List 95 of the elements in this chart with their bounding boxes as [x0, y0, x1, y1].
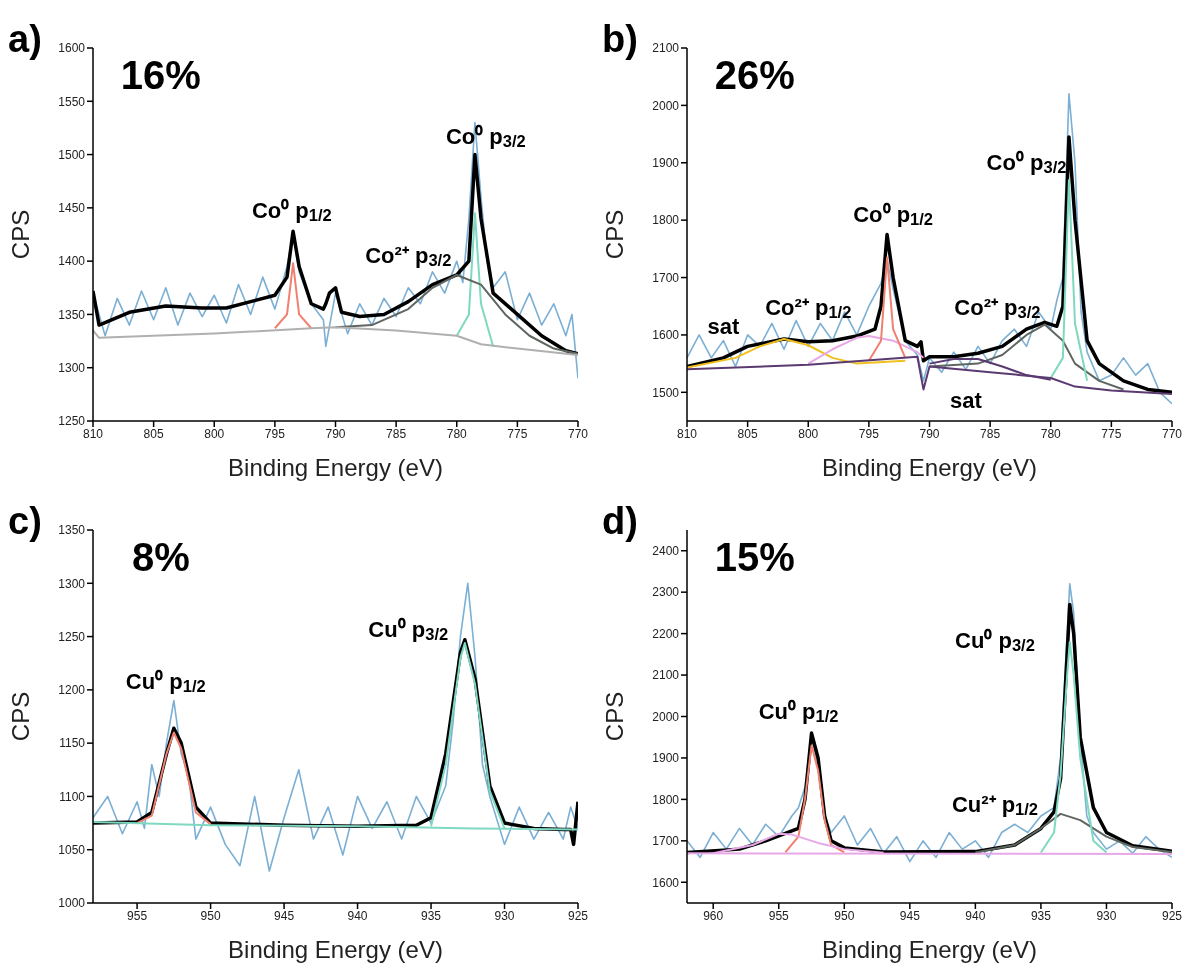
- x-tick-label: 785: [386, 426, 407, 441]
- chart-title: d): [602, 500, 638, 543]
- x-axis-title: Binding Energy (eV): [822, 936, 1037, 963]
- annotation: Co⁰ p$_{3/2}$: [986, 149, 1067, 177]
- y-tick-label: 2400: [652, 543, 680, 558]
- x-tick-label: 930: [494, 908, 515, 923]
- y-tick-label: 2300: [652, 585, 680, 600]
- x-tick-label: 780: [1040, 426, 1062, 441]
- y-tick-label: 1900: [652, 751, 680, 766]
- y-tick-label: 1700: [652, 270, 680, 285]
- annotation: Co⁰ p$_{3/2}$: [445, 123, 526, 150]
- x-tick-label: 795: [264, 426, 286, 441]
- x-tick-label: 800: [798, 426, 819, 441]
- chart-title: b): [602, 18, 638, 61]
- x-tick-label: 960: [703, 908, 724, 923]
- y-tick-label: 2000: [652, 98, 680, 113]
- y-tick-label: 1200: [58, 683, 86, 698]
- x-tick-label: 800: [204, 426, 225, 441]
- x-tick-label: 935: [421, 908, 442, 923]
- y-tick-label: 2200: [652, 626, 680, 641]
- x-tick-label: 790: [919, 426, 940, 441]
- annotation: Cu⁰ p$_{1/2}$: [758, 698, 839, 726]
- chart-title: a): [8, 18, 42, 61]
- x-tick-label: 775: [1101, 426, 1122, 441]
- y-tick-label: 1700: [652, 834, 680, 849]
- y-tick-label: 2100: [652, 668, 680, 683]
- y-tick-label: 1450: [58, 201, 86, 216]
- y-tick-label: 1150: [59, 736, 86, 751]
- chart-title: c): [8, 500, 42, 543]
- y-tick-label: 1350: [58, 523, 86, 538]
- x-tick-label: 775: [507, 426, 528, 441]
- x-tick-label: 805: [143, 426, 164, 441]
- x-axis-title: Binding Energy (eV): [822, 454, 1037, 481]
- x-tick-label: 945: [274, 908, 295, 923]
- y-tick-label: 2100: [652, 41, 680, 56]
- y-tick-label: 1250: [58, 414, 86, 429]
- y-tick-label: 1300: [58, 576, 86, 591]
- y-tick-label: 2000: [652, 709, 680, 724]
- x-tick-label: 770: [567, 426, 589, 441]
- y-tick-label: 1550: [58, 94, 86, 109]
- x-tick-label: 805: [737, 426, 758, 441]
- annotation: 15%: [714, 534, 795, 579]
- y-axis-title: CPS: [6, 209, 34, 260]
- annotation: Cu⁰ p$_{3/2}$: [955, 627, 1035, 655]
- x-axis-title: Binding Energy (eV): [228, 936, 443, 963]
- y-tick-label: 1000: [58, 896, 86, 911]
- y-tick-label: 1900: [652, 156, 680, 171]
- annotation: sat: [707, 313, 740, 339]
- x-tick-label: 925: [1161, 908, 1183, 923]
- x-tick-label: 785: [980, 426, 1001, 441]
- annotation: Co⁰ p$_{1/2}$: [853, 201, 934, 229]
- annotation: Cu⁰ p$_{1/2}$: [125, 668, 206, 696]
- annotation: 26%: [714, 52, 795, 97]
- x-tick-label: 780: [446, 426, 468, 441]
- y-tick-label: 1500: [652, 385, 680, 400]
- x-tick-label: 770: [1161, 426, 1183, 441]
- annotation: sat: [949, 388, 983, 414]
- x-tick-label: 810: [676, 426, 698, 441]
- y-tick-label: 1800: [652, 792, 680, 807]
- x-tick-label: 955: [127, 908, 148, 923]
- y-axis-title: CPS: [600, 691, 628, 742]
- y-tick-label: 1600: [58, 41, 86, 56]
- annotation: 16%: [120, 52, 201, 97]
- x-tick-label: 940: [965, 908, 986, 923]
- x-tick-label: 950: [834, 908, 855, 923]
- x-tick-label: 940: [347, 908, 368, 923]
- x-tick-label: 935: [1030, 908, 1052, 923]
- annotation: Cu²⁺ p$_{1/2}$: [951, 791, 1039, 819]
- y-tick-label: 1300: [58, 360, 86, 375]
- x-tick-label: 950: [200, 908, 221, 923]
- annotation: Cu⁰ p$_{3/2}$: [368, 616, 449, 644]
- y-tick-label: 1600: [652, 875, 680, 890]
- y-axis-title: CPS: [6, 691, 34, 742]
- annotation: 8%: [131, 534, 190, 579]
- y-tick-label: 1350: [58, 307, 86, 322]
- y-tick-label: 1800: [652, 213, 680, 228]
- x-tick-label: 810: [82, 426, 104, 441]
- y-tick-label: 1600: [652, 328, 680, 343]
- x-tick-label: 955: [768, 908, 790, 923]
- x-tick-label: 790: [325, 426, 346, 441]
- x-tick-label: 945: [899, 908, 921, 923]
- y-tick-label: 1050: [58, 842, 86, 857]
- y-tick-label: 1500: [58, 147, 86, 162]
- y-tick-label: 1250: [58, 629, 86, 644]
- annotation: Co²⁺ p$_{3/2}$: [954, 294, 1041, 322]
- x-tick-label: 795: [858, 426, 880, 441]
- y-tick-label: 1100: [59, 789, 86, 804]
- x-tick-label: 930: [1096, 908, 1117, 923]
- annotation: Co⁰ p$_{1/2}$: [251, 197, 332, 225]
- annotation: Co²⁺ p$_{3/2}$: [365, 242, 452, 270]
- y-tick-label: 1400: [58, 254, 86, 269]
- annotation: Co²⁺ p$_{1/2}$: [765, 294, 852, 322]
- x-tick-label: 925: [567, 908, 589, 923]
- y-axis-title: CPS: [600, 209, 628, 260]
- x-axis-title: Binding Energy (eV): [228, 454, 443, 481]
